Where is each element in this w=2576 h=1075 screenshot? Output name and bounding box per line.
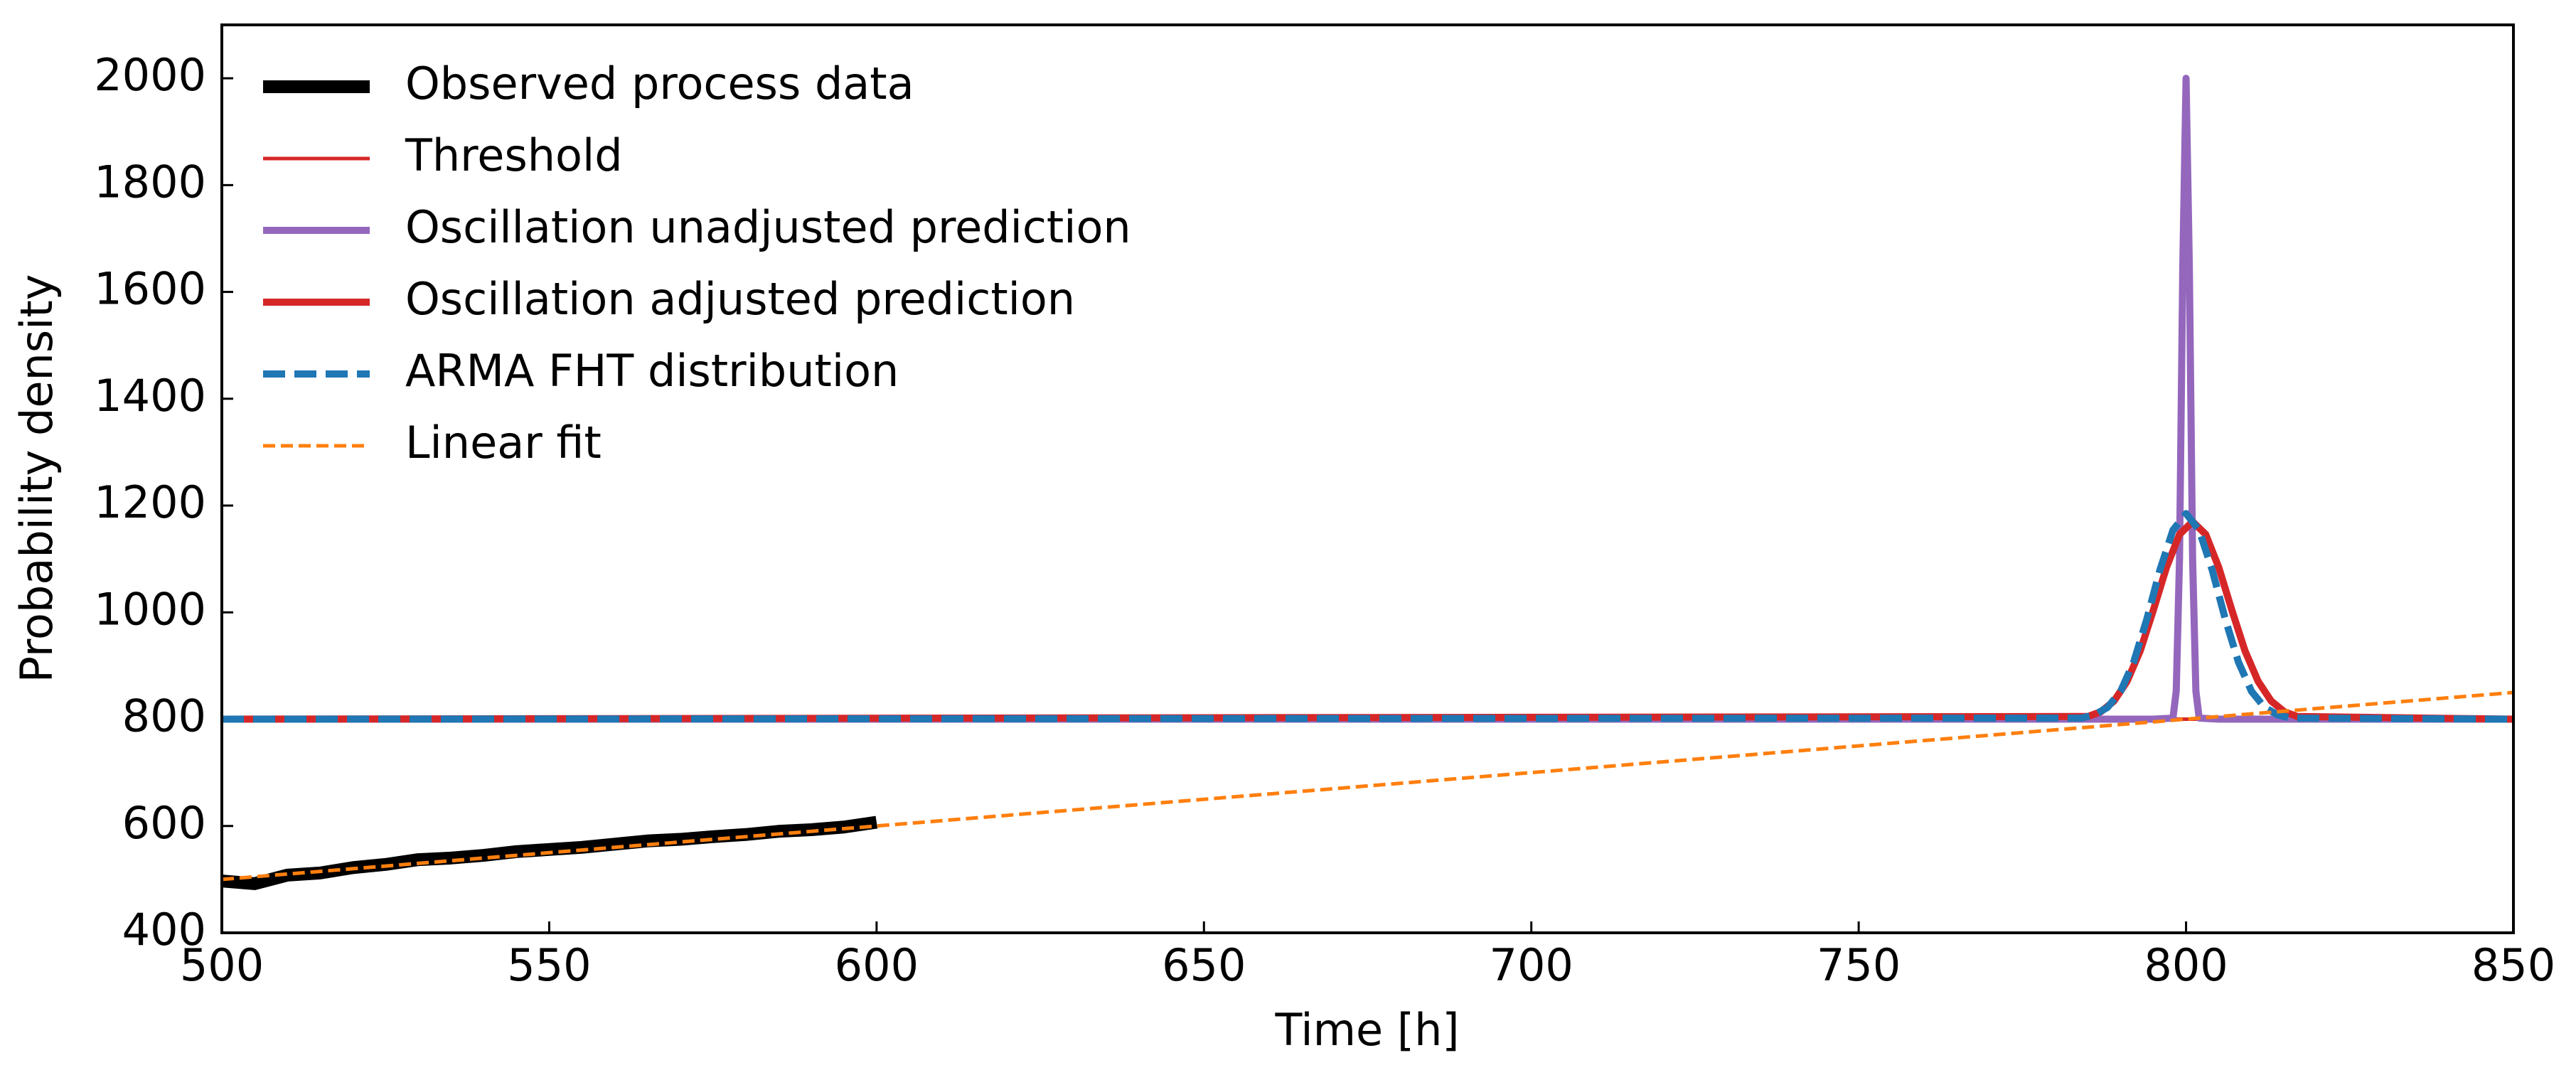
- plot-frame: [220, 23, 2515, 934]
- legend-label: Oscillation unadjusted prediction: [405, 201, 1131, 253]
- y-tick-label: 1800: [94, 156, 206, 208]
- series-line: [221, 518, 2514, 723]
- series-line: [221, 510, 2514, 723]
- legend-label: Threshold: [405, 129, 623, 181]
- x-tick-label: 800: [2144, 939, 2228, 991]
- series-line: [221, 690, 2514, 882]
- y-tick-label: 400: [122, 904, 206, 956]
- y-tick-label: 1000: [94, 583, 206, 635]
- legend-label: ARMA FHT distribution: [405, 345, 899, 397]
- y-tick-label: 600: [122, 797, 206, 849]
- x-tick-label: 750: [1817, 939, 1901, 991]
- x-tick-label: 600: [835, 939, 919, 991]
- y-tick-label: 1400: [94, 370, 206, 422]
- x-axis-label: Time [h]: [1274, 1004, 1459, 1056]
- legend-label: Observed process data: [405, 58, 914, 109]
- y-tick-label: 800: [122, 690, 206, 742]
- y-tick-label: 1200: [94, 476, 206, 528]
- legend-label: Oscillation adjusted prediction: [405, 273, 1075, 325]
- x-tick-label: 850: [2471, 939, 2555, 991]
- y-axis-label: Probability density: [11, 274, 63, 683]
- x-tick-label: 550: [507, 939, 591, 991]
- x-tick-label: 700: [1490, 939, 1573, 991]
- x-tick-label: 500: [180, 939, 264, 991]
- y-tick-label: 1600: [94, 263, 206, 315]
- x-tick-label: 650: [1162, 939, 1246, 991]
- y-tick-label: 2000: [94, 49, 206, 101]
- legend-label: Linear fit: [405, 417, 602, 469]
